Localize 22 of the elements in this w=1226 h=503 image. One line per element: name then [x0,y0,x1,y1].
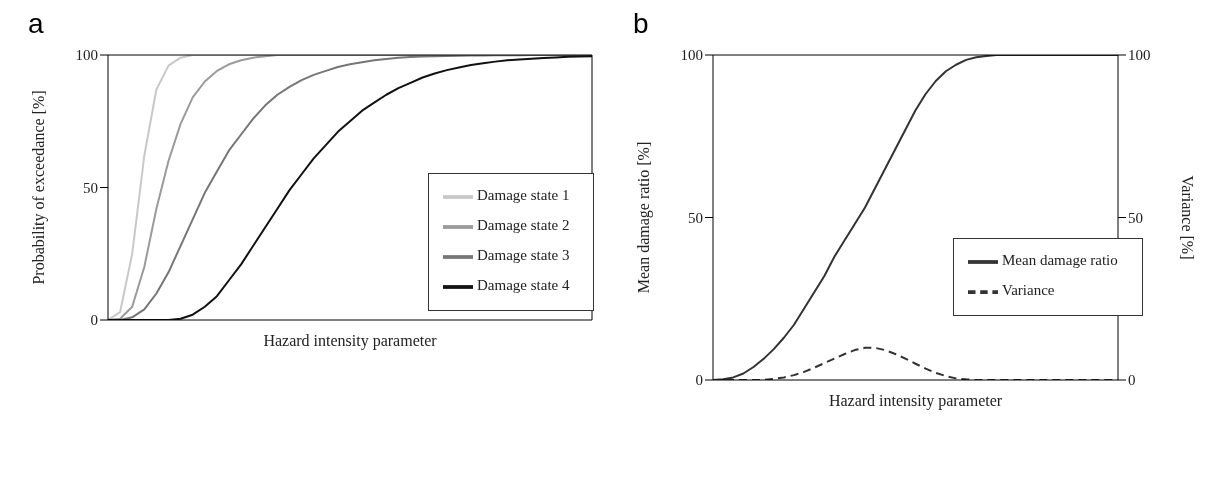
y-tick-label: 50 [83,179,98,196]
legend-label: Damage state 2 [477,217,570,234]
x-axis-title: Hazard intensity parameter [828,392,1003,410]
y2-tick-label: 50 [1128,209,1143,226]
chart-title: b [633,8,649,40]
legend-label: Damage state 4 [477,277,570,294]
legend-label: Damage state 1 [477,187,570,204]
y-tick-label: 50 [688,209,703,226]
x-axis-title: Hazard intensity parameter [263,332,438,350]
legend-label: Mean damage ratio [1002,252,1118,269]
y-tick-label: 0 [90,312,98,329]
legend-label: Damage state 3 [477,247,570,264]
y-axis-title: Mean damage ratio [%] [634,141,653,294]
y-axis-title: Probability of exceedance [%] [29,90,48,285]
legend-label: Variance [1002,282,1055,299]
chart-title: a [28,8,44,40]
y-tick-label: 100 [680,47,703,64]
y2-tick-label: 0 [1128,372,1136,389]
y2-axis-title: Variance [%] [1179,175,1197,260]
y-tick-label: 100 [75,47,98,64]
y-tick-label: 0 [695,372,703,389]
y2-tick-label: 100 [1128,47,1151,64]
